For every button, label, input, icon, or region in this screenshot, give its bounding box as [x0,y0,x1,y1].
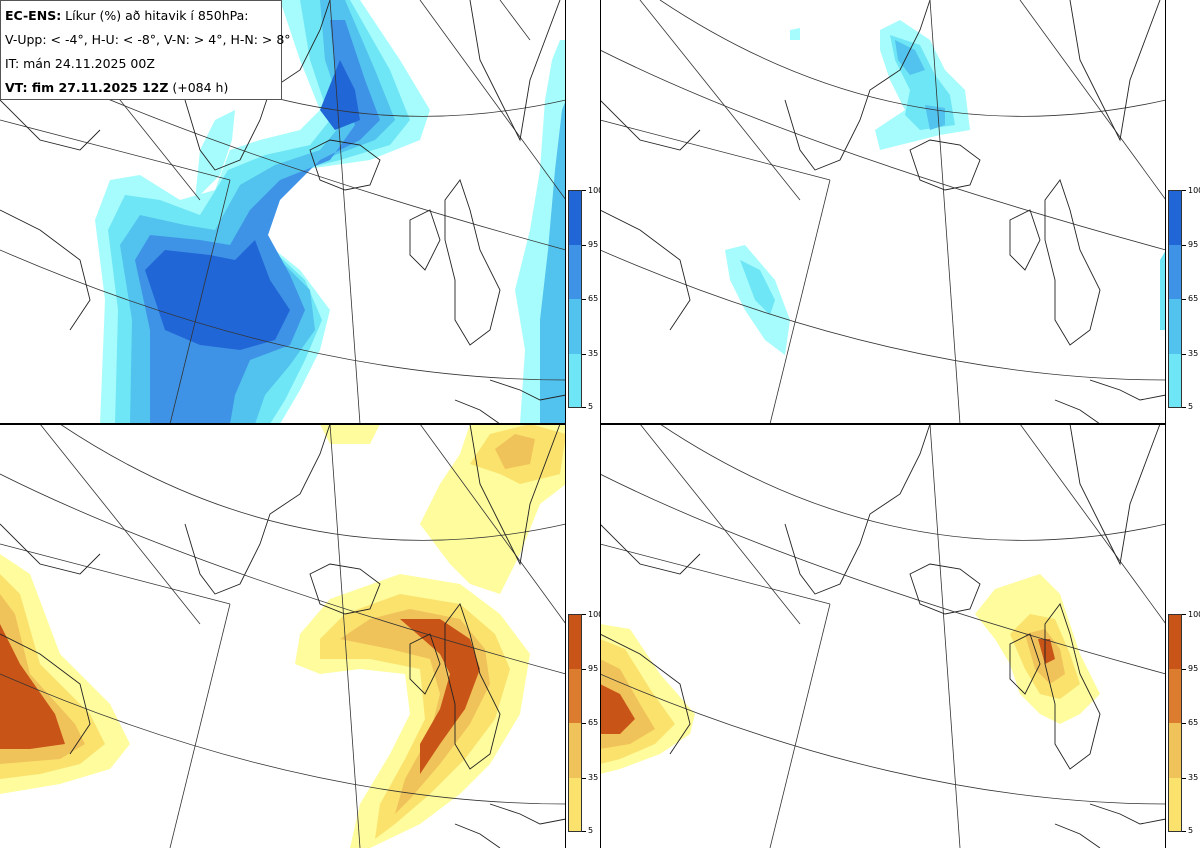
panel-border-left [565,0,566,848]
threshold-line: V-Upp: < -4°, H-U: < -8°, V-N: > 4°, H-N… [5,32,291,47]
tick-label-95: 95 [588,240,599,249]
graticule [600,0,1166,424]
valid-time-line: VT: fim 27.11.2025 12Z (+084 h) [5,80,229,95]
graticule [600,424,1166,848]
prob-area-100 [145,240,290,350]
map-title-legend: EC-ENS: Líkur (%) að hitavik í 850hPa: V… [0,0,291,100]
tick-label-100: 100 [1188,610,1200,619]
tick-label-65: 65 [1188,718,1199,727]
tick-label-95: 95 [1188,664,1199,673]
tick-label-100: 100 [588,186,600,195]
tick-label-5: 5 [588,402,594,411]
prob-area-small-north [320,424,380,444]
prob-area-small [790,28,800,40]
tick-label-65: 65 [588,294,599,303]
prob-area-95-west [600,684,635,734]
prob-area-100-north [320,60,360,130]
tick-label-95: 95 [1188,240,1199,249]
initial-time-line: IT: mán 24.11.2025 00Z [5,56,155,71]
tick-label-100: 100 [1188,186,1200,195]
tick-label-5: 5 [588,826,594,835]
prob-area-35-sw [740,260,775,315]
prob-area-65b [925,105,945,130]
tick-label-5: 5 [1188,826,1194,835]
prob-area-95-west [0,624,65,749]
graticule [0,424,566,848]
tick-label-65: 65 [588,718,599,727]
tick-label-95: 95 [588,664,599,673]
panel-cold-minus8: 100 95 65 35 5 [600,0,1200,424]
tick-label-5: 5 [1188,402,1194,411]
panel-warm-plus4: 100 95 65 35 5 [0,424,600,848]
coastlines [0,424,566,848]
tick-label-35: 35 [1188,773,1199,782]
prob-area-95-main [1038,639,1055,664]
probability-map-warm-plus8 [600,424,1166,848]
panel-border-right [1165,0,1166,848]
prob-area-east [1160,250,1166,330]
tick-label-35: 35 [1188,349,1199,358]
panel-border-mid [600,0,601,848]
prob-area-65 [895,40,925,75]
probability-map-warm-plus4 [0,424,566,848]
panel-separator-left [0,423,566,425]
probability-map-cold-minus8 [600,0,1166,424]
tick-label-35: 35 [588,773,599,782]
prob-area-95-main [400,619,480,774]
panel-separator-right [600,423,1166,425]
title-line-1: EC-ENS: Líkur (%) að hitavik í 850hPa: [5,8,249,23]
panel-warm-plus8: 100 95 65 35 5 [600,424,1200,848]
coastlines [0,0,566,424]
tick-label-35: 35 [588,349,599,358]
prob-area-65-north [495,434,535,469]
coastlines [600,424,1166,848]
prob-area-ne [195,110,235,200]
tick-label-100: 100 [588,610,600,619]
prob-area-east-65 [540,100,566,424]
tick-label-65: 65 [1188,294,1199,303]
coastlines [600,0,1166,424]
